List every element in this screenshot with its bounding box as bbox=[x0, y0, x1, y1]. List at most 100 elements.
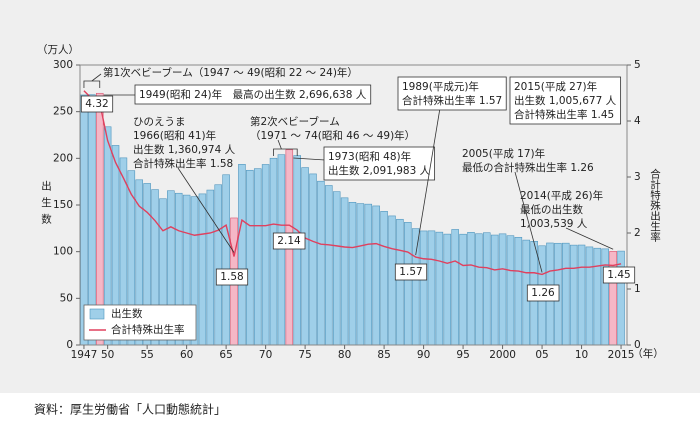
value-label-text: 4.32 bbox=[85, 98, 108, 110]
bar bbox=[277, 154, 286, 346]
bar bbox=[411, 228, 420, 346]
bar bbox=[198, 193, 207, 346]
y-tick-label: 200 bbox=[53, 152, 73, 164]
leader-line bbox=[415, 107, 441, 256]
bar bbox=[348, 201, 357, 346]
annotation-text: 最低の出生数 bbox=[520, 203, 583, 216]
bar bbox=[514, 236, 523, 346]
bar bbox=[388, 215, 396, 346]
y-tick-label: 150 bbox=[53, 199, 73, 211]
x-tick-label: 55 bbox=[140, 349, 153, 361]
x-tick-label: 60 bbox=[180, 349, 193, 361]
annotation: 第2次ベビーブーム（1971 ～ 74(昭和 46 ～ 49)年） bbox=[250, 115, 415, 142]
line bbox=[83, 90, 622, 276]
bar bbox=[238, 164, 246, 346]
bar bbox=[372, 205, 380, 346]
value-label-box bbox=[602, 266, 636, 284]
x-tick-label: 95 bbox=[456, 349, 469, 361]
value-label: 1.57 bbox=[394, 263, 428, 281]
y-unit: （万人） bbox=[37, 44, 79, 56]
source: 資料：厚生労働省「人口動態統計」 bbox=[34, 402, 226, 417]
bar bbox=[562, 242, 570, 346]
value-label: 4.32 bbox=[80, 95, 114, 113]
value-label-box bbox=[272, 232, 306, 250]
y2-tick-label: 1 bbox=[634, 283, 641, 295]
legend-swatch bbox=[89, 308, 105, 320]
annotation-text: 合計特殊出生率 1.57 bbox=[402, 94, 502, 107]
x-tick-label: 90 bbox=[417, 349, 430, 361]
annotation-text: 第1次ベビーブーム（1947 ～ 49(昭和 22 ～ 24)年） bbox=[103, 66, 358, 79]
y-tick-label: 0 bbox=[66, 339, 73, 351]
bar bbox=[435, 231, 444, 346]
bar bbox=[269, 157, 278, 346]
leader-line bbox=[565, 227, 614, 250]
x-tick-label: 65 bbox=[219, 349, 232, 361]
annotation-text: 最低の合計特殊出生率 1.26 bbox=[462, 161, 594, 174]
y2-tick-label: 4 bbox=[634, 115, 641, 127]
bar bbox=[483, 232, 491, 346]
y2-tick-label: 0 bbox=[634, 339, 641, 351]
leader-line bbox=[514, 171, 543, 273]
value-label-text: 1.26 bbox=[531, 287, 555, 299]
y2-tick-label: 3 bbox=[634, 171, 641, 183]
bar bbox=[301, 167, 309, 346]
bar bbox=[490, 234, 499, 346]
bar bbox=[617, 250, 625, 346]
value-label-text: 2.14 bbox=[277, 235, 301, 247]
leader-line bbox=[177, 167, 235, 253]
leader-line bbox=[293, 157, 326, 161]
annotation-text: 合計特殊出生率 1.58 bbox=[133, 157, 233, 170]
bar bbox=[261, 164, 270, 346]
annotation-text: 1989(平成元)年 bbox=[402, 80, 479, 93]
x-tick-label: 75 bbox=[298, 349, 311, 361]
annotation-text: 合計特殊出生率 1.45 bbox=[514, 108, 614, 121]
annotation-text: 出生数 2,091,983 人 bbox=[328, 164, 431, 177]
annotation-box bbox=[134, 84, 372, 105]
x-tick-label: 05 bbox=[535, 349, 548, 361]
bar bbox=[364, 203, 373, 346]
value-label: 1.26 bbox=[526, 284, 560, 302]
value-label: 1.45 bbox=[602, 266, 636, 284]
annotation-box bbox=[397, 76, 507, 111]
bar bbox=[585, 246, 594, 346]
value-label-box bbox=[80, 95, 114, 113]
annotation-text: 出生数 1,005,677 人 bbox=[514, 94, 617, 107]
x-tick-label: 50 bbox=[101, 349, 114, 361]
leader-line bbox=[91, 73, 102, 82]
value-label-text: 1.58 bbox=[220, 271, 243, 283]
legend-label: 出生数 bbox=[111, 307, 143, 320]
x-tick-label: 2000 bbox=[489, 349, 516, 361]
x-tick-label: 2015 bbox=[608, 349, 635, 361]
y-tick-label: 250 bbox=[53, 106, 73, 118]
value-label: 2.14 bbox=[272, 232, 306, 250]
bar bbox=[332, 191, 341, 346]
x-tick-label: 10 bbox=[575, 349, 588, 361]
annotation-text: 2005(平成 17)年 bbox=[462, 147, 545, 160]
y-tick-label: 300 bbox=[53, 59, 73, 71]
value-label-text: 1.57 bbox=[399, 266, 422, 278]
bar bbox=[253, 168, 262, 346]
annotation-text: 2015(平成 27)年 bbox=[514, 80, 597, 93]
y-axis-label: 出生数 bbox=[40, 179, 52, 229]
y2-axis-label: 合計特殊出生率 bbox=[649, 167, 661, 242]
bar bbox=[498, 233, 507, 346]
annotation-text: 1966(昭和 41)年 bbox=[133, 129, 216, 142]
bar bbox=[293, 155, 301, 346]
bar bbox=[356, 203, 365, 346]
legend-label: 合計特殊出生率 bbox=[111, 323, 185, 336]
bar bbox=[419, 230, 428, 346]
leader-line bbox=[277, 139, 282, 150]
annotation-box bbox=[323, 146, 436, 181]
annotation: 第1次ベビーブーム（1947 ～ 49(昭和 22 ～ 24)年） bbox=[103, 66, 358, 79]
annotation-text: ひのえうま bbox=[133, 116, 186, 128]
y2-tick-label: 5 bbox=[634, 59, 641, 71]
bar bbox=[451, 229, 459, 346]
annotation-text: 1949(昭和 24)年 最高の出生数 2,696,638 人 bbox=[139, 88, 367, 101]
annotation-box bbox=[509, 76, 622, 125]
x-tick-label: 85 bbox=[377, 349, 390, 361]
